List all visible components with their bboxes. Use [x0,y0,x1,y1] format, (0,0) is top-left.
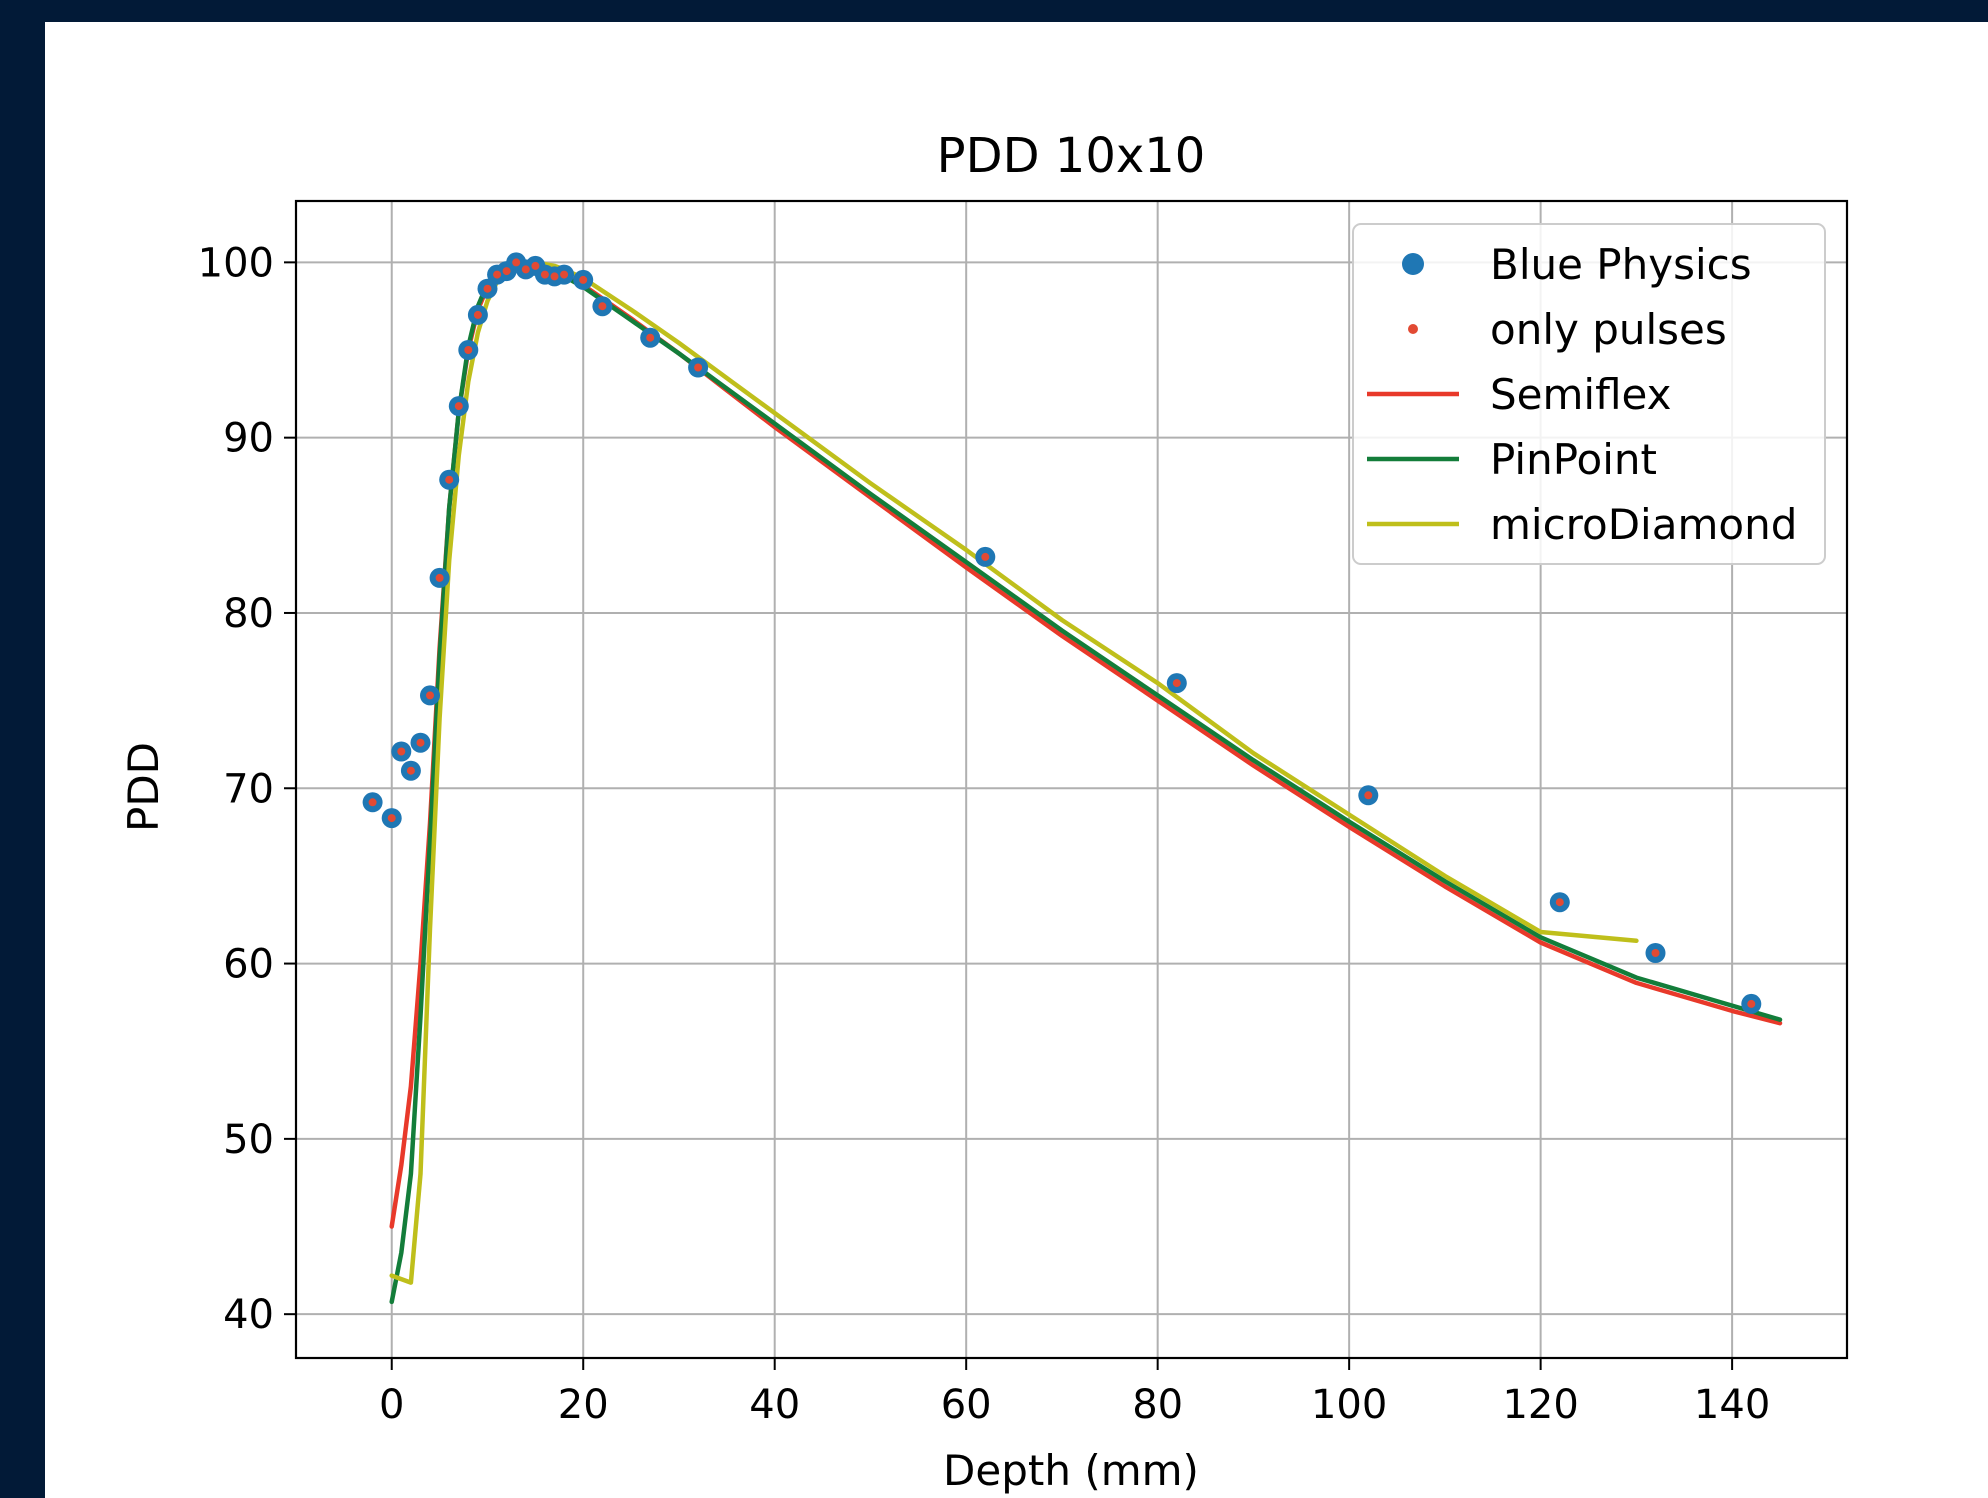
x-tick-label: 100 [1311,1382,1387,1428]
only-pulses-legend-label: only pulses [1490,305,1727,354]
y-tick-label: 80 [223,591,274,637]
only-pulses-point [368,798,377,807]
only-pulses-point [550,272,559,281]
plot-frame [294,199,1849,1360]
only-pulses-point [406,766,415,775]
y-tick-label: 100 [198,240,274,286]
x-axis-label: Depth (mm) [943,1446,1199,1495]
legend: Blue Physics only pulses Semiflex PinPoint m… [1352,223,1826,565]
only-pulses-point [502,267,511,276]
blue-physics-legend-marker [1402,253,1424,275]
only-pulses-point [521,265,530,274]
x-tick-label: 20 [558,1382,609,1428]
only-pulses-point [1651,949,1660,957]
y-axis-label: PDD [119,742,168,832]
only-pulses-point [416,738,425,747]
plot-series [362,252,1783,1305]
blue-physics-legend-label: Blue Physics [1490,240,1752,289]
x-tick-label: 40 [749,1382,800,1428]
only-pulses-point [397,747,406,756]
only-pulses-point [464,346,473,354]
only-pulses-point [473,310,482,319]
y-tick-label: 40 [223,1292,274,1338]
only-pulses-point [445,475,454,484]
only-pulses-point [483,284,492,293]
only-pulses-point [598,302,607,311]
y-tick-label: 70 [223,766,274,812]
y-tick-label: 50 [223,1117,274,1163]
only-pulses-point [560,270,569,279]
x-tick-label: 60 [941,1382,992,1428]
chart-title: PDD 10x10 [937,128,1206,184]
only-pulses-point [981,552,990,561]
only-pulses-point [435,573,444,582]
only-pulses-point [387,814,396,823]
only-pulses-point [512,258,521,267]
y-tick-label: 90 [223,416,274,462]
x-tick-label: 0 [379,1382,404,1428]
y-tick-label: 60 [223,942,274,988]
only-pulses-point [493,270,502,279]
axis-ticks: 0 20 40 60 80 100 120 140 40 50 60 70 80 90 100 [198,240,1771,1428]
legend-box [1352,223,1826,565]
only-pulses-point [1172,679,1181,688]
only-pulses-point [426,691,434,700]
x-tick-label: 120 [1502,1382,1578,1428]
only-pulses-point [579,275,588,284]
semiflex-legend-label: Semiflex [1490,370,1672,419]
only-pulses-point [646,333,655,342]
only-pulses-point [454,402,463,411]
x-tick-label: 80 [1132,1382,1183,1428]
only-pulses-point [540,270,549,279]
only-pulses-point [1747,999,1756,1008]
x-tick-label: 140 [1694,1382,1770,1428]
only-pulses-point [531,261,540,270]
pinpoint-legend-label: PinPoint [1490,435,1657,484]
only-pulses-point [1364,791,1373,800]
only-pulses-point [694,363,703,372]
only-pulses-point [1555,898,1564,907]
only-pulses-legend-marker [1408,324,1418,334]
microdiamond-legend-label: microDiamond [1490,500,1797,549]
